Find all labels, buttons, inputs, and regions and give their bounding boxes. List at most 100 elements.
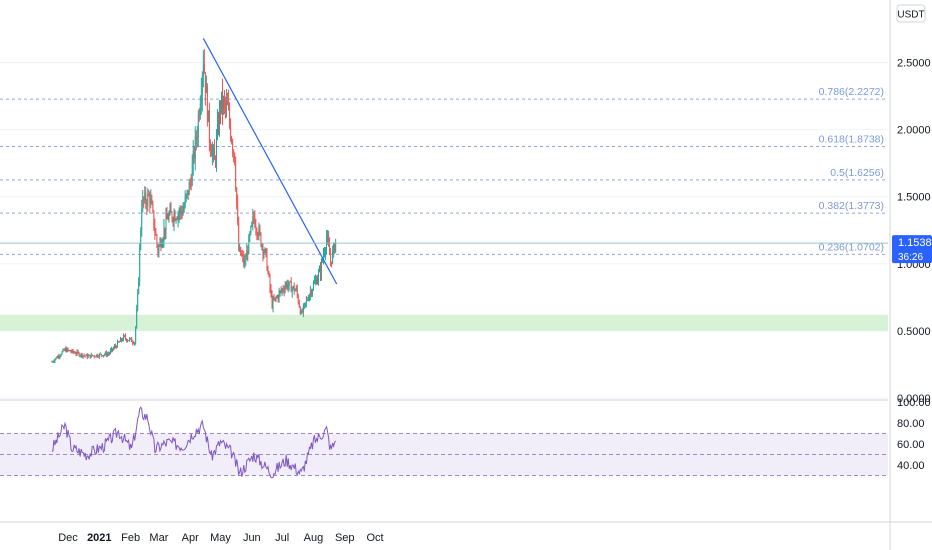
candle-body xyxy=(57,355,59,359)
countdown-timer: 36:26 xyxy=(898,252,923,263)
candle-body xyxy=(241,255,243,256)
candle-body xyxy=(329,244,331,255)
candle-body xyxy=(60,354,62,356)
candle-body xyxy=(212,148,214,152)
candle-body xyxy=(54,359,56,362)
candle-body xyxy=(117,341,118,348)
candle-body xyxy=(225,101,227,106)
price-tick-label: 1.5000 xyxy=(897,192,931,204)
candle-body xyxy=(58,355,60,357)
candle-body xyxy=(281,289,283,292)
rsi-axis[interactable]: 100.00 80.00 60.00 40.00 xyxy=(897,397,931,472)
candle-body xyxy=(80,353,82,356)
candle-body xyxy=(245,259,247,261)
currency-label-box[interactable]: USDT xyxy=(896,4,926,23)
candle-body xyxy=(318,272,319,280)
candle-body xyxy=(309,291,311,295)
candle-body xyxy=(260,233,262,246)
candle-body xyxy=(207,110,209,122)
candle-body xyxy=(128,340,130,342)
candle-body xyxy=(95,354,97,357)
candle-body xyxy=(89,354,91,358)
fib-level-label: 0.382(1.3773) xyxy=(819,200,884,212)
fib-level-label: 0.5(1.6256) xyxy=(830,167,884,179)
time-tick-label: Jun xyxy=(243,532,261,544)
candle-body xyxy=(138,278,140,294)
candle-body xyxy=(310,291,312,294)
candle-body xyxy=(221,91,222,110)
candle-body xyxy=(270,288,272,294)
candle-body xyxy=(109,350,111,353)
candle-body xyxy=(236,187,238,204)
candle-body xyxy=(130,338,132,339)
candle-body xyxy=(62,349,64,352)
candlestick-series xyxy=(51,48,337,363)
time-tick-label: Aug xyxy=(304,532,324,544)
candle-body xyxy=(237,203,239,222)
candle-body xyxy=(135,326,137,343)
candle-body xyxy=(272,298,274,308)
candle-body xyxy=(211,151,213,157)
candle-body xyxy=(263,252,265,254)
fib-level-label: 0.786(2.2272) xyxy=(819,86,884,98)
candle-body xyxy=(280,290,282,292)
candle-body xyxy=(316,279,317,284)
time-tick-label: Jul xyxy=(275,532,289,544)
candle-body xyxy=(181,211,183,215)
candle-body xyxy=(290,281,292,293)
candle-body xyxy=(250,226,252,234)
currency-label: USDT xyxy=(897,10,924,21)
candle-body xyxy=(325,249,326,254)
candle-body xyxy=(265,248,267,252)
candle-body xyxy=(195,135,197,140)
candle-body xyxy=(71,349,73,352)
candle-body xyxy=(311,289,313,294)
candle-body xyxy=(257,234,259,236)
candle-body xyxy=(300,311,302,314)
candle-body xyxy=(305,299,307,303)
candle-body xyxy=(75,353,77,355)
time-tick-label: Dec xyxy=(58,532,78,544)
candle-body xyxy=(127,340,129,342)
candle-body xyxy=(51,361,53,363)
candle-body xyxy=(283,290,285,292)
candle-body xyxy=(224,98,225,102)
candle-body xyxy=(74,352,76,354)
candle-body xyxy=(151,198,153,204)
candle-body xyxy=(244,260,246,264)
candle-body xyxy=(320,268,321,276)
candle-body xyxy=(192,150,194,164)
candle-body xyxy=(293,286,295,292)
candle-body xyxy=(209,142,211,151)
candle-body xyxy=(289,281,291,283)
candle-body xyxy=(146,202,148,206)
candle-body xyxy=(205,86,207,94)
price-tick-label: 2.0000 xyxy=(897,125,931,137)
candle-body xyxy=(315,279,316,282)
candle-body xyxy=(197,115,199,138)
support-zone-rect xyxy=(0,314,888,331)
candle-body xyxy=(232,142,234,151)
candle-body xyxy=(160,241,162,248)
candle-body xyxy=(301,311,303,313)
candle-body xyxy=(120,338,121,342)
candle-body xyxy=(304,302,306,304)
candle-body xyxy=(277,296,279,299)
time-axis[interactable]: Dec 2021 Feb Mar Apr May Jun Jul Aug Sep Oct xyxy=(58,532,383,544)
candle-body xyxy=(331,261,333,263)
candle-body xyxy=(252,216,254,223)
fib-level-label: 0.618(1.8738) xyxy=(819,134,884,146)
candle-body xyxy=(167,219,169,220)
candle-body xyxy=(84,355,86,357)
candle-body xyxy=(168,214,170,220)
candle-body xyxy=(233,150,235,154)
candle-body xyxy=(194,135,196,159)
candle-body xyxy=(322,259,323,262)
candle-body xyxy=(215,159,216,162)
candle-body xyxy=(53,361,55,363)
candle-body xyxy=(158,246,160,253)
rsi-tick-label: 60.00 xyxy=(897,439,925,451)
candle-body xyxy=(141,209,143,231)
candle-body xyxy=(147,194,149,206)
